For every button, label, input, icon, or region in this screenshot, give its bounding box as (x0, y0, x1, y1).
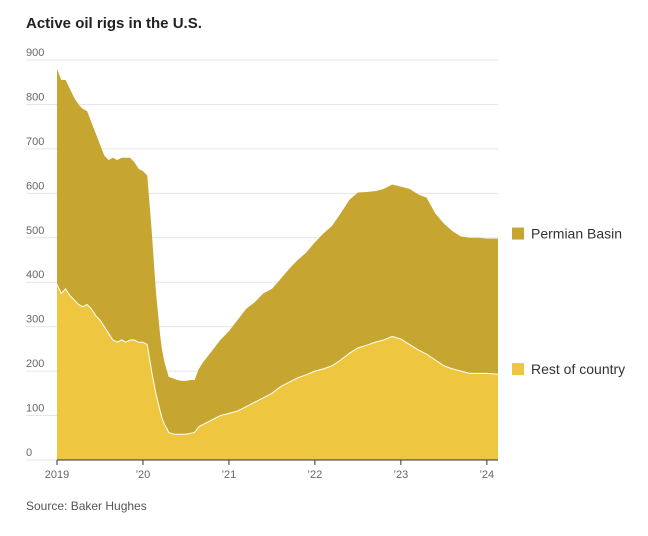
x-tick-label-2024: ’24 (479, 469, 494, 481)
y-tick-label-800: 800 (26, 91, 44, 103)
legend-swatch-permian-basin (512, 227, 524, 240)
x-tick-label-2021: ’21 (222, 469, 237, 481)
area-permian-basin (57, 68, 498, 435)
x-tick-label-2020: ’20 (136, 469, 151, 481)
x-tick-label-2022: ’22 (308, 469, 323, 481)
legend: Permian Basin Rest of country (512, 226, 625, 377)
area-rest-of-country (57, 284, 498, 460)
x-axis-ticks: 2019 ’20 ’21 ’22 ’23 ’24 (45, 460, 494, 481)
x-tick-label-2019: 2019 (45, 469, 69, 481)
legend-swatch-rest-of-country (512, 363, 524, 376)
y-tick-label-200: 200 (26, 358, 44, 370)
y-tick-label-700: 700 (26, 136, 44, 148)
y-tick-label-300: 300 (26, 314, 44, 326)
y-tick-label-100: 100 (26, 403, 44, 415)
y-tick-label-900: 900 (26, 47, 44, 59)
y-axis-ticks: 0 100 200 300 400 500 600 700 800 900 (26, 47, 44, 459)
x-tick-label-2023: ’23 (394, 469, 409, 481)
y-tick-label-600: 600 (26, 180, 44, 192)
legend-label-permian-basin: Permian Basin (531, 226, 622, 242)
y-tick-label-0: 0 (26, 447, 32, 459)
y-tick-label-500: 500 (26, 225, 44, 237)
y-tick-label-400: 400 (26, 269, 44, 281)
source-note: Source: Baker Hughes (26, 499, 147, 513)
legend-label-rest-of-country: Rest of country (531, 361, 625, 377)
chart-title: Active oil rigs in the U.S. (26, 15, 202, 32)
area-layer (56, 68, 499, 461)
series-boundary-line (56, 284, 499, 435)
